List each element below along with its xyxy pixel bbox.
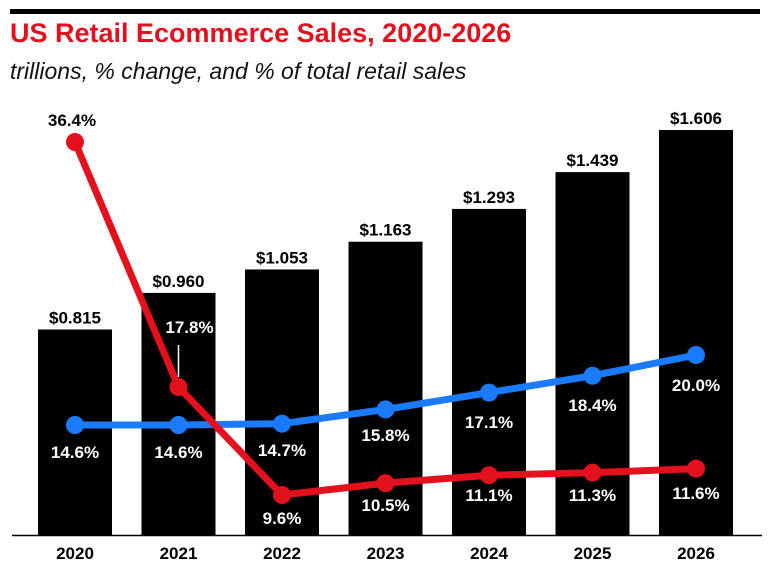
- share-label-2022: 14.7%: [258, 441, 306, 460]
- bar-value-label-2023: $1.163: [360, 221, 412, 240]
- share-label-2021: 14.6%: [154, 443, 202, 462]
- pct-change-point-2023: [376, 474, 395, 493]
- pct-change-label-2020: 36.4%: [48, 111, 96, 130]
- share-of-retail-point-2022: [273, 414, 291, 433]
- x-tick-label-2025: 2025: [574, 544, 612, 563]
- share-label-2026: 20.0%: [672, 376, 720, 395]
- x-tick-label-2026: 2026: [677, 544, 715, 563]
- bar-value-label-2025: $1.439: [567, 151, 619, 170]
- pct-change-label-2023: 10.5%: [361, 496, 409, 515]
- pct-change-label-2021: 17.8%: [165, 318, 213, 337]
- bar-value-label-2026: $1.606: [670, 109, 722, 128]
- top-rule: [10, 9, 760, 14]
- pct-change-label-2026: 11.6%: [672, 484, 719, 503]
- share-of-retail-point-2021: [169, 416, 188, 434]
- share-label-2020: 14.6%: [51, 443, 99, 462]
- bar-value-label-2021: $0.960: [153, 272, 205, 291]
- share-of-retail-point-2023: [376, 400, 395, 419]
- pct-change-point-2021: [169, 377, 188, 396]
- bar-value-label-2022: $1.053: [256, 248, 308, 267]
- pct-change-point-2026: [687, 459, 705, 478]
- pct-change-point-2020: [66, 133, 84, 151]
- share-label-2023: 15.8%: [361, 426, 409, 445]
- x-tick-label-2021: 2021: [160, 544, 198, 563]
- x-tick-label-2020: 2020: [56, 544, 94, 563]
- bar-value-label-2024: $1.293: [463, 188, 515, 207]
- x-tick-label-2024: 2024: [470, 544, 508, 563]
- share-of-retail-point-2024: [480, 383, 498, 402]
- pct-change-point-2022: [273, 486, 291, 504]
- pct-change-point-2025: [583, 463, 602, 482]
- chart-title: US Retail Ecommerce Sales, 2020-2026: [10, 18, 512, 48]
- share-of-retail-point-2026: [687, 346, 705, 364]
- pct-change-label-2024: 11.1%: [465, 486, 512, 505]
- share-of-retail-point-2020: [66, 416, 84, 434]
- chart-subtitle: trillions, % change, and % of total reta…: [10, 58, 467, 84]
- pct-change-label-2022: 9.6%: [263, 509, 302, 528]
- x-tick-label-2022: 2022: [263, 544, 301, 563]
- share-label-2025: 18.4%: [568, 396, 616, 415]
- pct-change-point-2024: [480, 466, 498, 485]
- share-of-retail-point-2025: [583, 366, 602, 385]
- x-tick-label-2023: 2023: [367, 544, 405, 563]
- pct-change-label-2025: 11.3%: [569, 486, 616, 505]
- share-label-2024: 17.1%: [465, 413, 513, 432]
- bar-value-label-2020: $0.815: [49, 308, 101, 327]
